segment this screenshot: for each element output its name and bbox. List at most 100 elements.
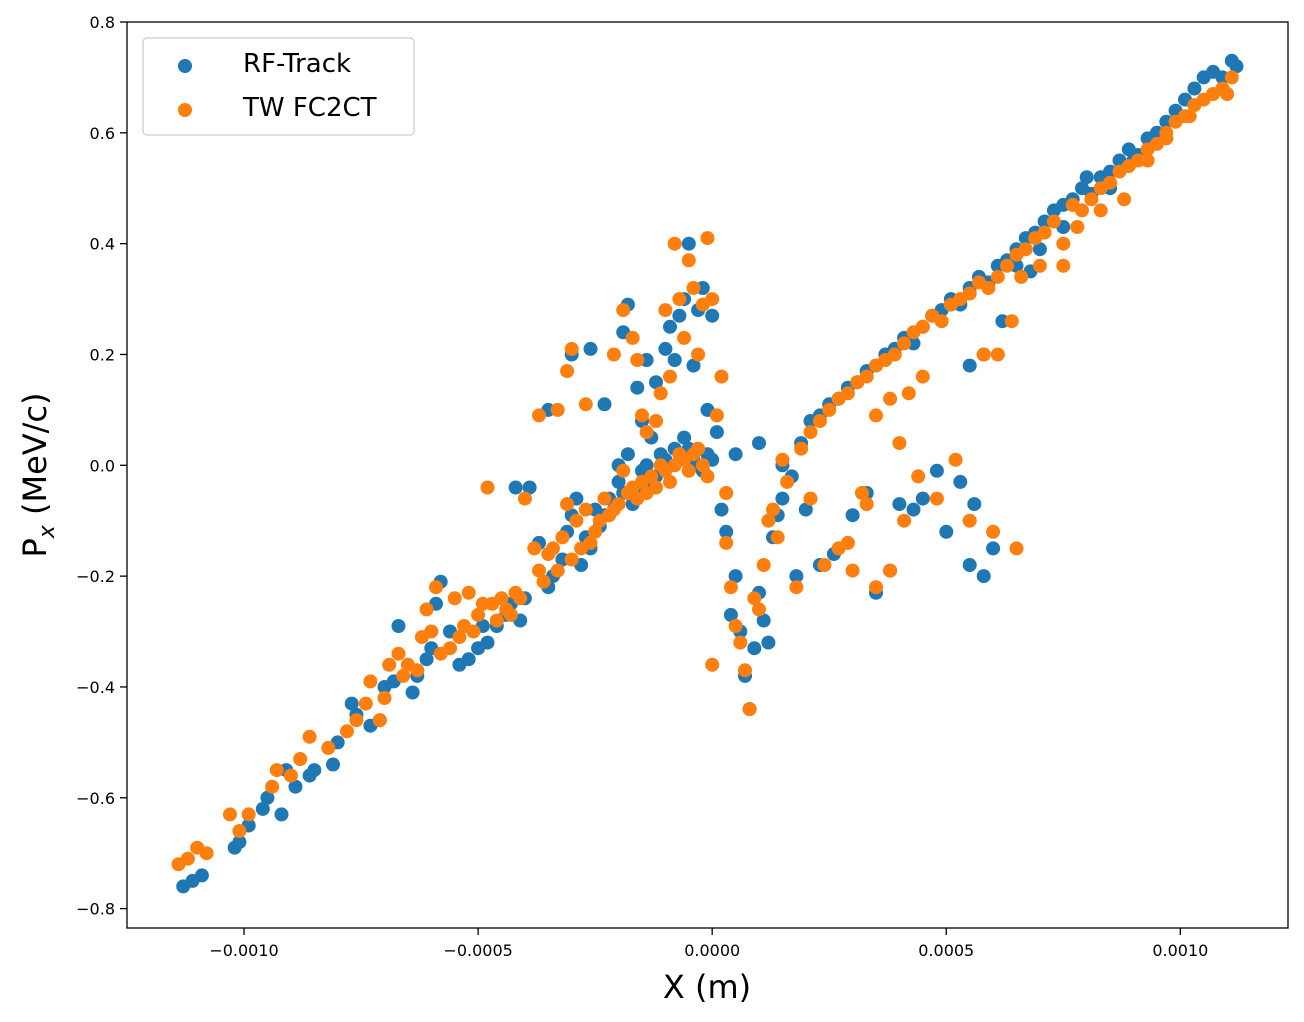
data-point (719, 535, 734, 550)
data-point (326, 757, 340, 772)
data-point (667, 236, 682, 251)
data-point (555, 530, 570, 545)
data-point (733, 635, 748, 650)
data-point (845, 508, 860, 523)
data-point (747, 641, 762, 656)
data-point (532, 563, 546, 578)
data-point (845, 563, 860, 578)
data-point (700, 469, 715, 484)
data-point (728, 447, 743, 462)
data-point (232, 824, 247, 838)
data-point (897, 336, 912, 351)
data-point (578, 397, 593, 412)
data-point (677, 430, 692, 445)
data-point (653, 386, 668, 401)
data-point (616, 463, 631, 478)
data-point (283, 768, 298, 783)
y-axis-title-rest: (MeV/c) (16, 392, 54, 525)
data-point (775, 452, 790, 467)
data-point (630, 380, 645, 395)
data-point (859, 497, 874, 512)
data-point (1056, 236, 1071, 251)
data-point (780, 474, 795, 489)
data-point (906, 502, 921, 517)
data-point (761, 513, 776, 528)
y-tick-label: −0.4 (76, 678, 115, 697)
data-point (639, 458, 654, 473)
data-point (934, 314, 949, 329)
data-point (756, 558, 771, 572)
data-point (869, 408, 883, 423)
data-point (321, 740, 336, 755)
data-point (480, 480, 495, 495)
data-point (976, 569, 991, 584)
data-point (597, 491, 612, 506)
data-point (822, 402, 837, 417)
data-point (892, 436, 907, 451)
legend-label-rf-track: RF-Track (243, 49, 351, 79)
data-point (1046, 214, 1061, 229)
plot-frame (126, 21, 1289, 929)
data-point (859, 369, 874, 384)
data-point (522, 480, 537, 495)
data-point (686, 358, 701, 373)
data-point (728, 569, 743, 584)
data-point (967, 497, 982, 512)
data-point (766, 502, 780, 517)
data-point (611, 497, 626, 512)
y-tick-label: −0.2 (76, 567, 115, 586)
data-point (180, 851, 195, 866)
data-point (532, 408, 546, 423)
data-point (915, 369, 930, 384)
data-point (681, 463, 696, 478)
y-tick-label: 0.0 (90, 456, 115, 475)
data-point (939, 524, 954, 539)
x-tick-label: 0.0000 (684, 941, 740, 960)
data-point (892, 497, 907, 512)
x-tick-label: 0.0010 (1152, 941, 1208, 960)
y-axis-title-main: P (16, 538, 54, 557)
data-point (897, 513, 912, 528)
data-point (1159, 131, 1174, 146)
data-point (658, 341, 673, 356)
data-point (663, 369, 677, 384)
data-point (503, 607, 518, 622)
data-point (911, 469, 926, 484)
data-point (340, 724, 354, 739)
data-point (405, 685, 420, 700)
data-point (480, 635, 495, 650)
data-point (770, 530, 785, 545)
data-point (681, 236, 696, 251)
data-point (550, 563, 565, 578)
data-point (611, 474, 626, 489)
data-point (1117, 192, 1132, 207)
data-point (695, 458, 710, 473)
data-point (929, 491, 944, 506)
data-point (663, 319, 677, 334)
data-point (424, 624, 439, 639)
data-point (1075, 203, 1089, 218)
data-point (1140, 153, 1155, 168)
data-point (986, 541, 1001, 556)
data-point (429, 580, 443, 595)
legend: RF-Track TW FC2CT (142, 37, 415, 136)
data-point (887, 347, 902, 362)
data-point (962, 513, 977, 528)
data-point (1000, 258, 1015, 273)
data-point (396, 668, 411, 683)
data-point (962, 286, 977, 301)
data-point (508, 480, 523, 495)
data-point (1220, 87, 1235, 101)
data-point (667, 353, 682, 367)
data-point (517, 491, 532, 506)
data-point (349, 713, 364, 728)
data-point (564, 341, 579, 356)
data-point (546, 541, 560, 556)
data-point (840, 386, 855, 401)
data-point (756, 613, 771, 628)
data-point (714, 502, 729, 517)
series-tw-fc2ct (171, 70, 1239, 872)
data-point (588, 524, 603, 539)
data-point (1187, 81, 1202, 96)
data-point (564, 552, 579, 567)
